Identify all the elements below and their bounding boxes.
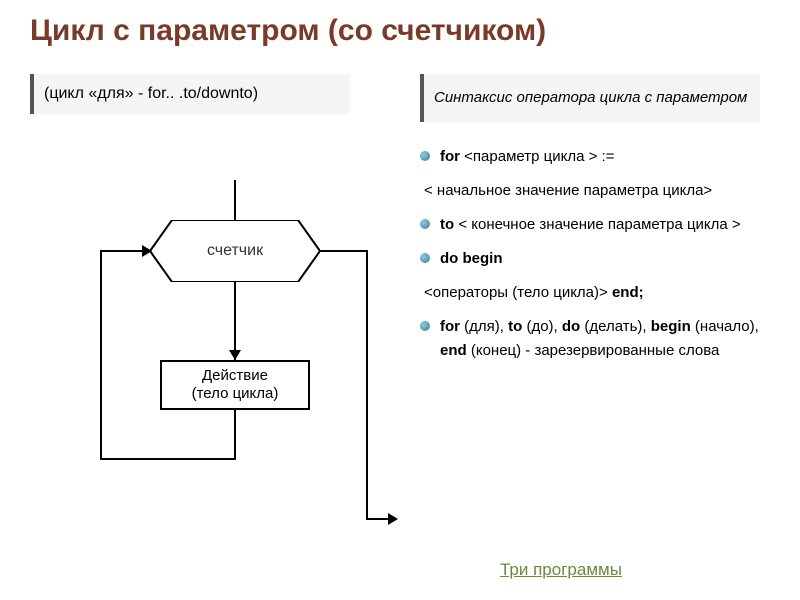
subtitle-right-box: Синтаксис оператора цикла с параметром <box>420 74 760 122</box>
subtitle-right-text: Синтаксис оператора цикла с параметром <box>434 88 747 108</box>
edge-exit-v <box>366 250 368 520</box>
syntax-item-0: for <параметр цикла > := <box>420 145 775 169</box>
three-programs-link[interactable]: Три программы <box>500 560 622 580</box>
action-label-2: (тело цикла) <box>192 385 279 403</box>
syntax-item-4: <операторы (тело цикла)> end; <box>420 281 775 305</box>
subtitle-left-text: (цикл «для» - for.. .to/downto) <box>44 85 258 103</box>
node-counter-label: счетчик <box>150 220 320 282</box>
edge-action-down <box>234 410 236 460</box>
flowchart: счетчик Действие (тело цикла) <box>30 160 400 540</box>
arrowhead-exit-icon <box>388 513 398 525</box>
action-label-1: Действие <box>202 367 268 385</box>
subtitle-left-box: (цикл «для» - for.. .to/downto) <box>30 74 350 114</box>
node-action: Действие (тело цикла) <box>160 360 310 410</box>
syntax-item-1: < начальное значение параметра цикла> <box>420 179 775 203</box>
syntax-item-5: for (для), to (до), do (делать), begin (… <box>420 315 775 363</box>
syntax-item-3: do begin <box>420 247 775 271</box>
arrowhead-down-icon <box>229 350 241 360</box>
edge-loop-bottom <box>100 458 236 460</box>
page-title: Цикл с параметром (со счетчиком) <box>30 14 546 48</box>
syntax-list: for <параметр цикла > := < начальное знач… <box>420 145 775 373</box>
edge-exit-h1 <box>320 250 368 252</box>
edge-loop-left <box>100 250 102 460</box>
edge-counter-action <box>234 282 236 360</box>
arrowhead-loop-icon <box>142 245 152 257</box>
edge-entry <box>234 180 236 220</box>
syntax-item-2: to < конечное значение параметра цикла > <box>420 213 775 237</box>
